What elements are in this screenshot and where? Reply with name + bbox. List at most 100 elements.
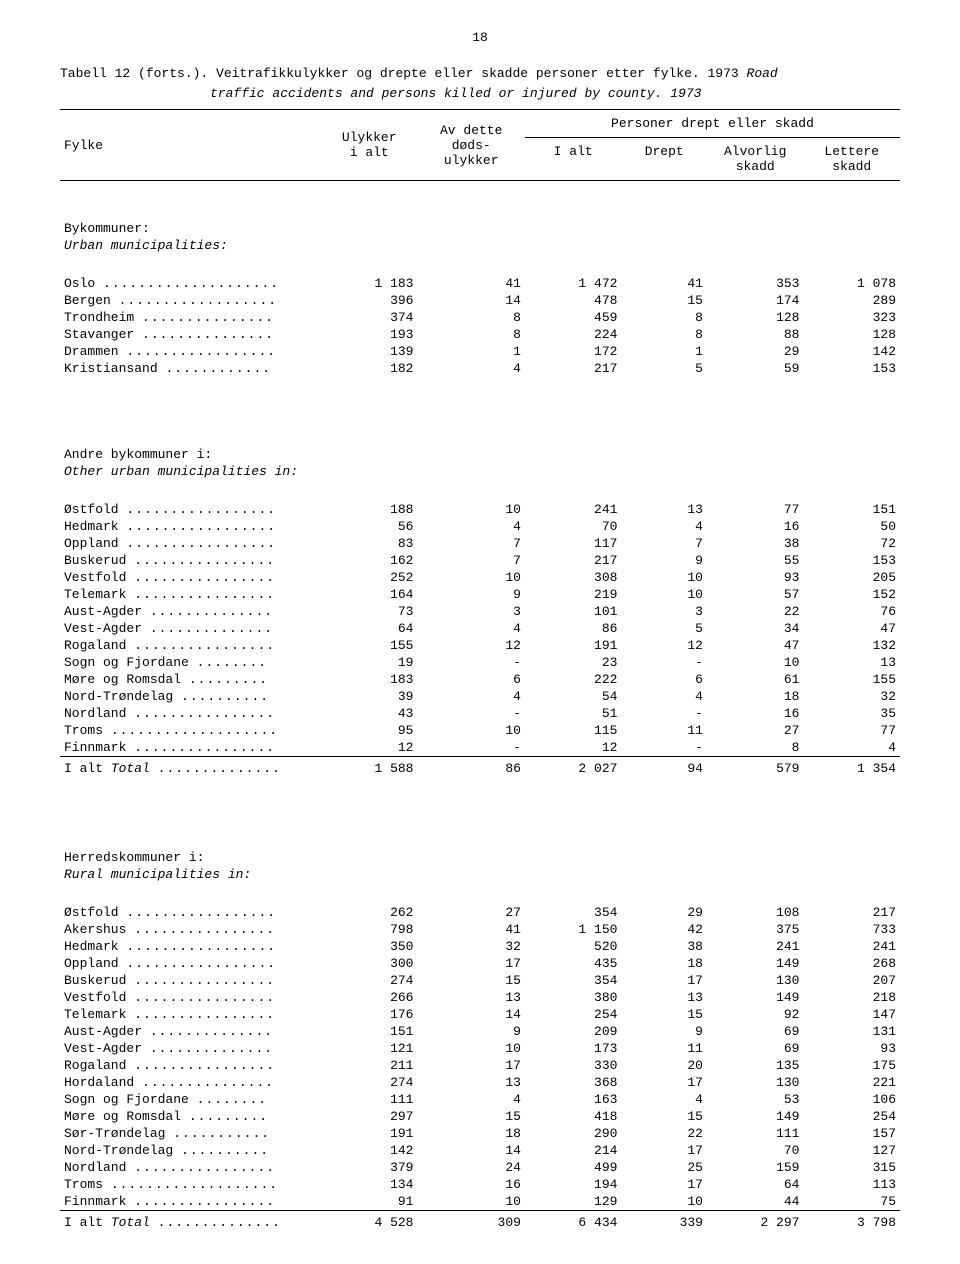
cell-dods: 8 (417, 309, 524, 326)
table-row: Sogn og Fjordane ........1114163453106 (60, 1091, 900, 1108)
cell-ialt: 478 (525, 292, 622, 309)
cell-alvorlig: 93 (707, 569, 804, 586)
total-row: I alt Total ..............1 588862 02794… (60, 757, 900, 781)
row-label: Kristiansand (64, 361, 158, 376)
caption-en-lead: Road (747, 66, 778, 81)
cell-drept: - (621, 654, 707, 671)
leader-dots: ................... (111, 1177, 278, 1192)
cell-alvorlig: 149 (707, 989, 804, 1006)
cell-ulykker: 262 (321, 904, 418, 921)
col-drept: Drept (621, 138, 707, 181)
col-alvorlig: Alvorlig skadd (707, 138, 804, 181)
cell-drept: 25 (621, 1159, 707, 1176)
row-label: Oppland (64, 956, 119, 971)
cell-alvorlig: 579 (707, 757, 804, 781)
cell-dods: 10 (417, 722, 524, 739)
leader-dots: ......... (189, 1109, 268, 1124)
cell-ulykker: 396 (321, 292, 418, 309)
cell-alvorlig: 69 (707, 1023, 804, 1040)
leader-dots: ................ (134, 922, 275, 937)
table-row: Vest-Agder ..............6448653447 (60, 620, 900, 637)
cell-lettere: 289 (803, 292, 900, 309)
leader-dots: .............. (150, 1041, 273, 1056)
cell-ulykker: 191 (321, 1125, 418, 1142)
cell-drept: 38 (621, 938, 707, 955)
leader-dots: ................ (134, 1058, 275, 1073)
cell-dods: 9 (417, 1023, 524, 1040)
leader-dots: ................ (134, 740, 275, 755)
cell-alvorlig: 88 (707, 326, 804, 343)
leader-dots: ........ (197, 655, 267, 670)
cell-drept: 13 (621, 989, 707, 1006)
cell-dods: 7 (417, 535, 524, 552)
leader-dots: ............... (142, 327, 274, 342)
row-label: Finnmark (64, 1194, 126, 1209)
section-title: Herredskommuner i: (60, 832, 900, 866)
cell-drept: 42 (621, 921, 707, 938)
cell-alvorlig: 159 (707, 1159, 804, 1176)
cell-drept: 13 (621, 501, 707, 518)
row-label: Sogn og Fjordane (64, 655, 189, 670)
row-label: Oppland (64, 536, 119, 551)
row-label: Aust-Agder (64, 1024, 142, 1039)
section-title-en: Urban municipalities: (60, 237, 900, 263)
cell-dods: 13 (417, 989, 524, 1006)
cell-ulykker: 252 (321, 569, 418, 586)
cell-lettere: 205 (803, 569, 900, 586)
cell-ulykker: 91 (321, 1193, 418, 1211)
leader-dots: ................. (126, 519, 276, 534)
cell-dods: 10 (417, 569, 524, 586)
cell-ulykker: 134 (321, 1176, 418, 1193)
table-row: Buskerud ................1627217955153 (60, 552, 900, 569)
cell-lettere: 268 (803, 955, 900, 972)
cell-dods: 86 (417, 757, 524, 781)
table-row: Rogaland ................155121911247132 (60, 637, 900, 654)
cell-lettere: 132 (803, 637, 900, 654)
row-label: Østfold (64, 502, 119, 517)
cell-alvorlig: 92 (707, 1006, 804, 1023)
table-row: Hedmark .................350325203824124… (60, 938, 900, 955)
table-row: Bergen ..................396144781517428… (60, 292, 900, 309)
cell-dods: 4 (417, 688, 524, 705)
cell-alvorlig: 44 (707, 1193, 804, 1211)
table-row: Aust-Agder ..............1519209969131 (60, 1023, 900, 1040)
table-row: Sør-Trøndelag ...........191182902211115… (60, 1125, 900, 1142)
cell-dods: 16 (417, 1176, 524, 1193)
cell-ulykker: 12 (321, 739, 418, 757)
section-title-en: Rural municipalities in: (60, 866, 900, 892)
cell-lettere: 147 (803, 1006, 900, 1023)
table-row: Telemark ................16492191057152 (60, 586, 900, 603)
row-label: Drammen (64, 344, 119, 359)
cell-drept: 5 (621, 360, 707, 377)
cell-lettere: 4 (803, 739, 900, 757)
total-label-en: Total (111, 761, 150, 776)
cell-dods: 24 (417, 1159, 524, 1176)
cell-ialt: 23 (525, 654, 622, 671)
leader-dots: .............. (150, 604, 273, 619)
cell-drept: 8 (621, 309, 707, 326)
cell-ialt: 1 472 (525, 275, 622, 292)
cell-ialt: 115 (525, 722, 622, 739)
table-row: Oppland .................83711773872 (60, 535, 900, 552)
cell-ulykker: 64 (321, 620, 418, 637)
cell-ulykker: 1 183 (321, 275, 418, 292)
table-row: Drammen .................1391172129142 (60, 343, 900, 360)
cell-lettere: 323 (803, 309, 900, 326)
cell-lettere: 1 354 (803, 757, 900, 781)
leader-dots: ................... (111, 723, 278, 738)
row-label: Møre og Romsdal (64, 672, 181, 687)
leader-dots: ................ (134, 706, 275, 721)
cell-lettere: 77 (803, 722, 900, 739)
row-label: Sogn og Fjordane (64, 1092, 189, 1107)
cell-ulykker: 162 (321, 552, 418, 569)
cell-ulykker: 183 (321, 671, 418, 688)
cell-drept: 15 (621, 1006, 707, 1023)
cell-dods: 3 (417, 603, 524, 620)
table-row: Sogn og Fjordane ........19-23-1013 (60, 654, 900, 671)
leader-dots: ................ (134, 587, 275, 602)
cell-lettere: 152 (803, 586, 900, 603)
cell-alvorlig: 8 (707, 739, 804, 757)
cell-lettere: 221 (803, 1074, 900, 1091)
cell-ialt: 380 (525, 989, 622, 1006)
table-row: Oslo ....................1 183411 472413… (60, 275, 900, 292)
